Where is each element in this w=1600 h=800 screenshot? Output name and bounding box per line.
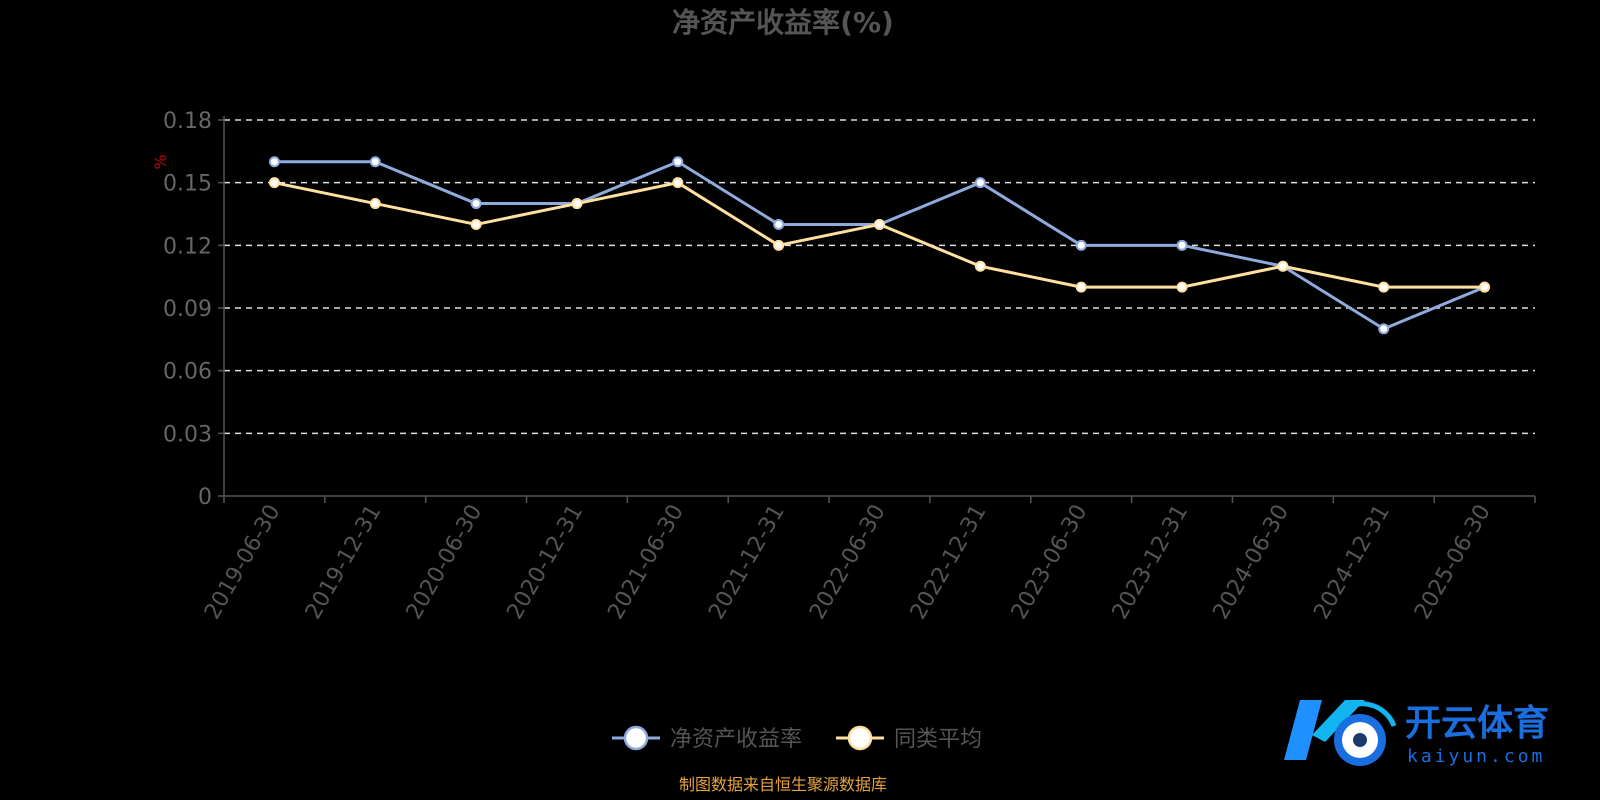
data-point[interactable] xyxy=(773,218,785,230)
logo-k-icon xyxy=(1284,700,1397,766)
data-point[interactable] xyxy=(773,239,785,251)
axes xyxy=(223,116,1536,503)
series-line xyxy=(274,181,1485,289)
data-point[interactable] xyxy=(1176,239,1188,251)
data-point[interactable] xyxy=(1378,323,1390,335)
data-point[interactable] xyxy=(1277,260,1289,272)
data-point[interactable] xyxy=(369,198,381,210)
data-point[interactable] xyxy=(1479,281,1491,293)
y-tick-label: 0.18 xyxy=(163,109,212,134)
data-point[interactable] xyxy=(1075,281,1087,293)
data-point[interactable] xyxy=(470,218,482,230)
data-point[interactable] xyxy=(1378,281,1390,293)
legend-marker-icon xyxy=(623,725,649,751)
data-point[interactable] xyxy=(571,198,583,210)
data-point[interactable] xyxy=(672,177,684,189)
data-point[interactable] xyxy=(1075,239,1087,251)
x-tick-label: 2025-06-30 xyxy=(1410,501,1496,624)
data-point[interactable] xyxy=(874,218,885,230)
legend-item-1[interactable]: 净资产收益率 xyxy=(612,725,802,752)
x-tick-label: 2023-12-31 xyxy=(1108,501,1194,624)
grid-lines xyxy=(224,119,1535,435)
x-tick-label: 2022-12-31 xyxy=(906,501,992,624)
data-point[interactable] xyxy=(369,156,381,168)
x-tick-label: 2024-06-30 xyxy=(1209,501,1295,624)
x-tick-label: 2019-12-31 xyxy=(301,501,387,624)
x-tick-label: 2024-12-31 xyxy=(1309,501,1395,624)
watermark-brand-en: kaiyun.com xyxy=(1407,746,1545,767)
x-tick-labels: 2019-06-30 2019-12-31 2020-06-30 2020-12-31… xyxy=(200,500,1496,623)
series-lines xyxy=(268,156,1491,335)
y-tick-labels: 0 0.03 0.06 0.09 0.12 0.15 0.18 xyxy=(163,109,224,510)
watermark-logo: 开云体育 kaiyun.com xyxy=(1284,700,1549,767)
data-point[interactable] xyxy=(268,177,280,189)
data-point[interactable] xyxy=(268,156,280,168)
data-point[interactable] xyxy=(1176,281,1188,293)
legend[interactable]: 净资产收益率 同类平均 xyxy=(612,725,982,752)
y-tick-label: 0.12 xyxy=(163,234,212,259)
y-tick-label: 0.03 xyxy=(163,422,212,447)
x-tick-label: 2021-12-31 xyxy=(704,501,790,624)
source-note: 制图数据来自恒生聚源数据库 xyxy=(679,775,887,794)
y-tick-label: 0 xyxy=(198,485,212,510)
y-axis-unit: % xyxy=(151,154,170,169)
x-tick-label: 2022-06-30 xyxy=(805,501,891,624)
watermark-brand-cn: 开云体育 xyxy=(1405,703,1549,744)
legend-marker-icon xyxy=(847,725,873,751)
legend-label: 净资产收益率 xyxy=(670,727,802,752)
y-tick-label: 0.06 xyxy=(163,360,212,385)
y-tick-label: 0.09 xyxy=(163,297,212,322)
series-2 xyxy=(268,177,1491,293)
chart-title: 净资产收益率(%) xyxy=(672,6,894,39)
data-point[interactable] xyxy=(470,198,482,210)
x-tick-label: 2023-06-30 xyxy=(1007,501,1093,624)
legend-label: 同类平均 xyxy=(894,727,982,752)
data-point[interactable] xyxy=(974,177,986,189)
x-tick-label: 2020-06-30 xyxy=(402,500,488,623)
x-tick-label: 2019-06-30 xyxy=(200,501,286,624)
x-tick-label: 2021-06-30 xyxy=(603,501,689,624)
data-point[interactable] xyxy=(672,156,684,168)
legend-item-2[interactable]: 同类平均 xyxy=(836,725,982,752)
x-tick-label: 2020-12-31 xyxy=(503,501,589,624)
y-tick-label: 0.15 xyxy=(163,172,212,197)
data-point[interactable] xyxy=(974,260,986,272)
